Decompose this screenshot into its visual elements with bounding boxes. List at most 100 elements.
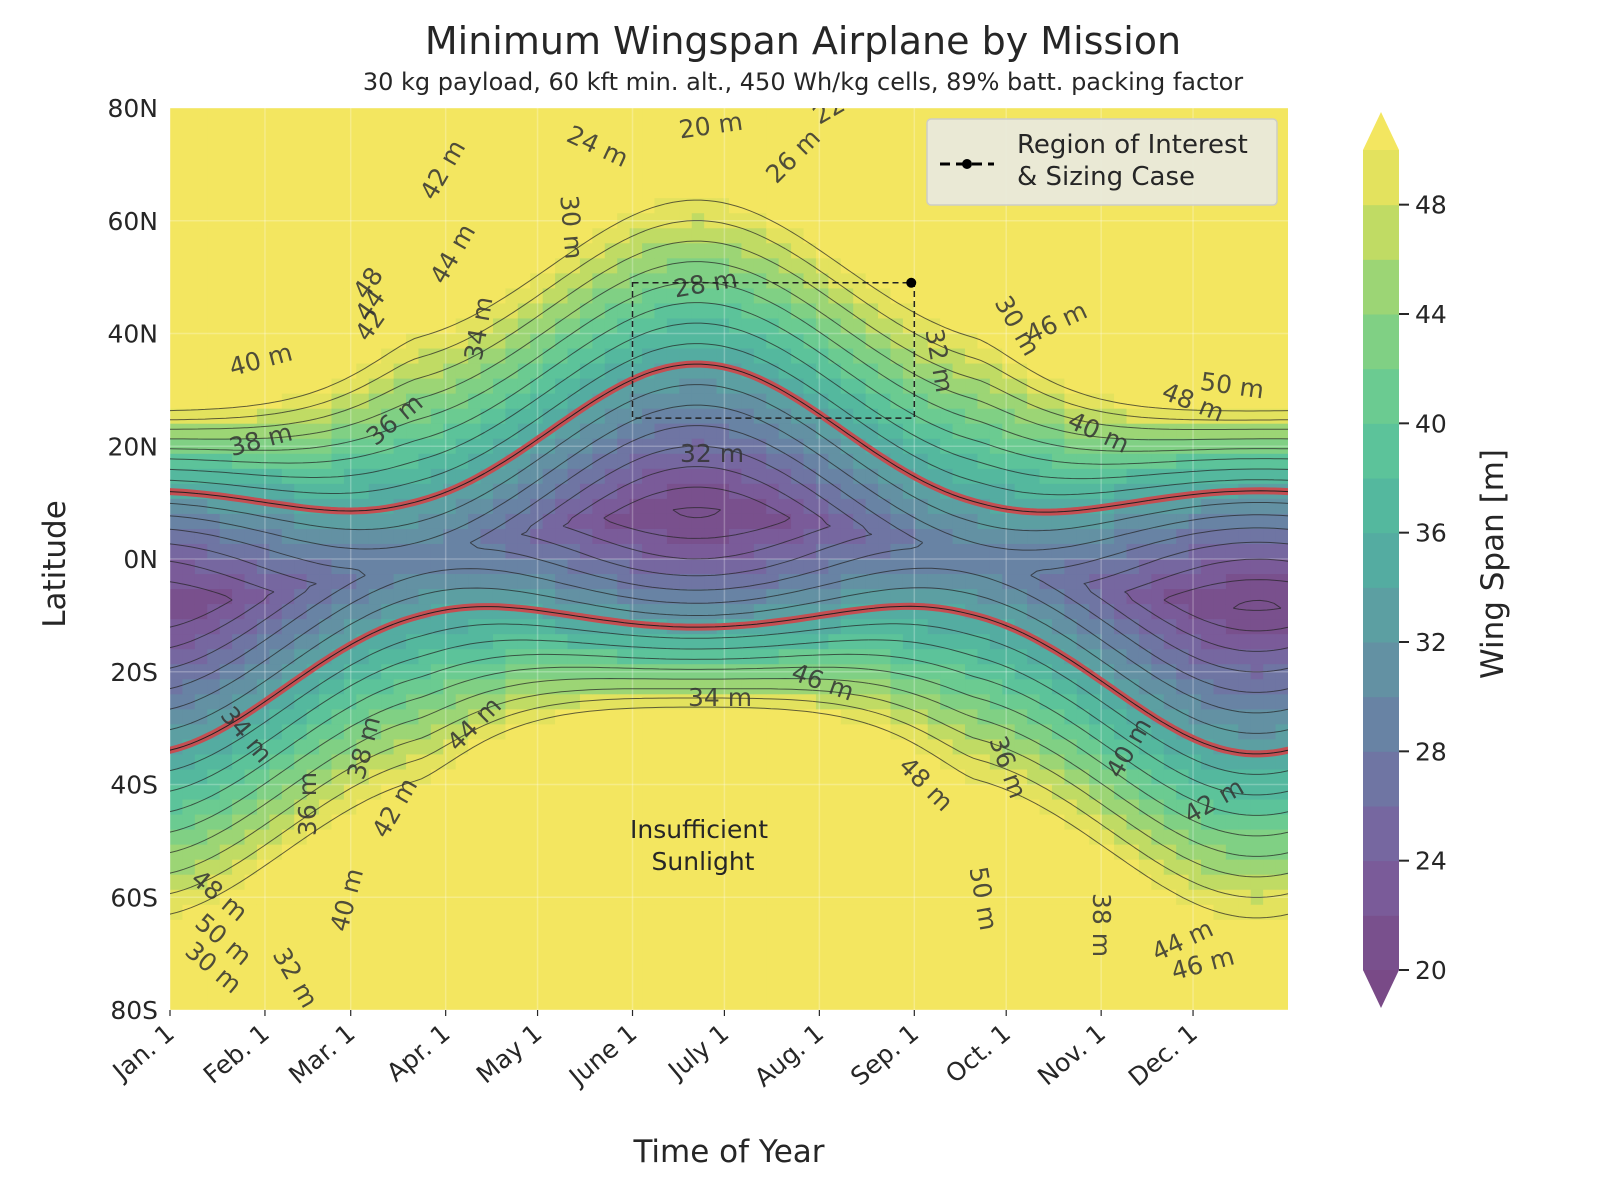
contour-cell — [890, 814, 904, 831]
contour-cell — [1014, 964, 1028, 981]
contour-cell — [244, 288, 258, 305]
contour-cell — [778, 844, 792, 861]
contour-cell — [741, 994, 755, 1010]
contour-cell — [256, 889, 270, 906]
contour-cell — [455, 228, 469, 244]
contour-cell — [281, 559, 295, 575]
contour-cell — [604, 874, 618, 891]
contour-cell — [679, 724, 693, 740]
contour-cell — [244, 318, 258, 335]
contour-cell — [679, 303, 693, 320]
contour-cell — [393, 243, 407, 259]
contour-cell — [430, 799, 444, 816]
contour-cell — [878, 288, 892, 305]
contour-cell — [965, 228, 979, 244]
contour-cell — [579, 919, 593, 936]
contour-cell — [865, 784, 879, 801]
contour-cell — [1163, 318, 1177, 335]
contour-cell — [455, 168, 469, 184]
contour-cell — [791, 108, 805, 124]
contour-cell — [629, 483, 643, 500]
contour-cell — [716, 243, 730, 259]
contour-cell — [567, 874, 581, 891]
contour-cell — [455, 829, 469, 846]
contour-cell — [343, 934, 357, 951]
contour-cell — [207, 919, 221, 936]
contour-cell — [194, 709, 208, 725]
contour-cell — [878, 123, 892, 139]
contour-cell — [319, 318, 333, 335]
contour-cell — [219, 694, 233, 710]
contour-cell — [691, 138, 705, 154]
contour-cell — [654, 498, 668, 515]
contour-cell — [219, 769, 233, 786]
contour-cell — [940, 468, 954, 485]
contour-cell — [1064, 754, 1078, 771]
contour-cell — [480, 363, 494, 380]
contour-cell — [480, 153, 494, 169]
contour-cell — [430, 964, 444, 981]
contour-cell — [940, 949, 954, 966]
contour-cell — [319, 258, 333, 274]
contour-cell — [443, 273, 457, 289]
contour-cell — [555, 739, 569, 756]
contour-cell — [952, 979, 966, 996]
contour-cell — [679, 859, 693, 876]
contour-cell — [368, 138, 382, 154]
contour-cell — [828, 348, 842, 365]
contour-cell — [1151, 604, 1165, 620]
contour-cell — [1151, 348, 1165, 365]
contour-cell — [393, 168, 407, 184]
contour-cell — [219, 814, 233, 831]
contour-cell — [617, 318, 631, 335]
contour-cell — [406, 378, 420, 395]
contour-cell — [406, 288, 420, 305]
contour-cell — [766, 874, 780, 891]
contour-cell — [530, 889, 544, 906]
contour-cell — [256, 574, 270, 590]
contour-cell — [244, 528, 258, 545]
contour-cell — [319, 844, 333, 861]
contour-cell — [182, 363, 196, 380]
contour-cell — [666, 949, 680, 966]
contour-cell — [406, 694, 420, 710]
contour-cell — [219, 679, 233, 695]
contour-cell — [865, 814, 879, 831]
contour-cell — [281, 258, 295, 274]
contour-cell — [530, 994, 544, 1010]
contour-cell — [1101, 799, 1115, 816]
contour-cell — [418, 153, 432, 169]
contour-cell — [666, 183, 680, 199]
contour-cell — [666, 799, 680, 816]
contour-cell — [331, 634, 345, 650]
contour-cell — [679, 468, 693, 485]
contour-cell — [480, 649, 494, 665]
contour-cell — [766, 919, 780, 936]
contour-cell — [281, 889, 295, 906]
contour-cell — [753, 528, 767, 545]
contour-cell — [1188, 333, 1202, 350]
contour-cell — [517, 859, 531, 876]
contour-cell — [1064, 619, 1078, 635]
contour-cell — [505, 784, 519, 801]
contour-cell — [244, 228, 258, 244]
contour-cell — [194, 513, 208, 530]
contour-cell — [505, 934, 519, 951]
contour-cell — [940, 874, 954, 891]
contour-cell — [194, 994, 208, 1010]
contour-cell — [1014, 799, 1028, 816]
contour-cell — [356, 318, 370, 335]
contour-cell — [269, 739, 283, 756]
contour-cell — [269, 153, 283, 169]
contour-cell — [642, 664, 656, 680]
contour-cell — [952, 333, 966, 350]
contour-cell — [505, 829, 519, 846]
contour-cell — [356, 559, 370, 575]
contour-cell — [219, 258, 233, 274]
contour-cell — [244, 904, 258, 921]
contour-cell — [232, 183, 246, 199]
contour-cell — [989, 393, 1003, 410]
contour-cell — [406, 483, 420, 500]
contour-cell — [890, 964, 904, 981]
contour-cell — [194, 784, 208, 801]
